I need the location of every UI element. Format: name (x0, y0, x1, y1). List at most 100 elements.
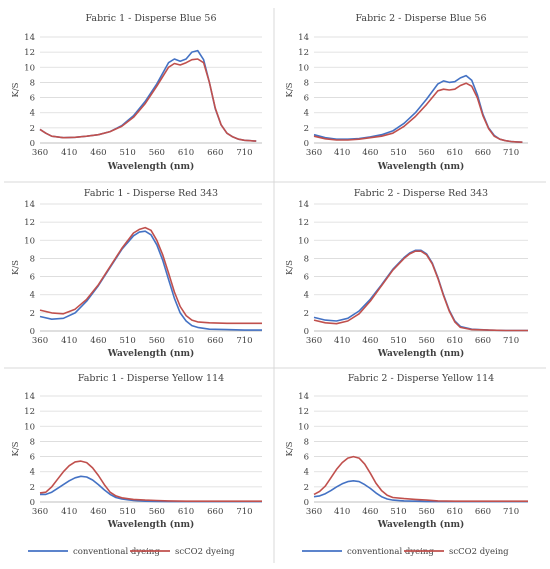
x-tick-label: 460 (90, 336, 106, 346)
legend-label-conventional: conventional dyeing (73, 547, 160, 557)
y-tick-label: 6 (304, 94, 309, 104)
y-tick-label: 10 (24, 63, 35, 73)
y-tick-label: 8 (304, 78, 309, 88)
x-tick-label: 610 (447, 336, 463, 346)
x-tick-label: 360 (306, 148, 322, 158)
x-tick-label: 610 (447, 507, 463, 517)
y-tick-label: 0 (30, 327, 35, 337)
y-tick-label: 14 (298, 392, 309, 402)
x-tick-label: 460 (90, 507, 106, 517)
y-axis-label: K/S (11, 82, 21, 97)
y-tick-label: 12 (24, 48, 35, 58)
y-tick-label: 10 (24, 422, 35, 432)
y-tick-label: 12 (298, 48, 309, 58)
x-tick-label: 710 (236, 336, 252, 346)
y-axis-label: K/S (285, 260, 295, 275)
x-tick-label: 560 (149, 507, 165, 517)
y-axis-label: K/S (285, 441, 295, 456)
x-tick-label: 360 (32, 336, 48, 346)
y-tick-label: 4 (304, 291, 309, 301)
y-tick-label: 0 (304, 498, 309, 508)
chart-title: Fabric 1 - Disperse Blue 56 (85, 13, 216, 24)
x-tick-label: 560 (149, 148, 165, 158)
chart-fabric1-red343: 0 2 4 6 8 10 12 14 360 410 460 510 560 610 660 710 Fabri… (11, 188, 262, 359)
x-tick-label: 410 (334, 507, 350, 517)
y-tick-label: 6 (30, 453, 35, 463)
y-tick-label: 14 (24, 392, 35, 402)
x-tick-label: 710 (503, 148, 519, 158)
x-tick-label: 360 (32, 148, 48, 158)
x-tick-label: 660 (207, 507, 223, 517)
x-tick-label: 510 (120, 336, 136, 346)
x-tick-label: 660 (475, 336, 491, 346)
x-tick-label: 510 (390, 148, 406, 158)
y-tick-label: 4 (304, 468, 309, 478)
panel-dividers (4, 8, 546, 563)
x-tick-label: 610 (178, 336, 194, 346)
y-axis-label: K/S (11, 441, 21, 456)
x-tick-label: 410 (61, 336, 77, 346)
x-tick-label: 660 (475, 148, 491, 158)
y-tick-label: 0 (30, 498, 35, 508)
x-axis-label: Wavelength (nm) (377, 519, 465, 530)
x-tick-label: 710 (236, 507, 252, 517)
x-tick-label: 410 (334, 148, 350, 158)
y-tick-label: 2 (304, 483, 309, 493)
y-axis-label: K/S (285, 82, 295, 97)
x-axis-label: Wavelength (nm) (377, 348, 465, 359)
y-tick-label: 12 (298, 407, 309, 417)
x-tick-label: 710 (236, 148, 252, 158)
chart-title: Fabric 2 - Disperse Red 343 (354, 188, 488, 199)
x-tick-label: 610 (178, 507, 194, 517)
series-line-scco2 (39, 226, 262, 325)
x-tick-label: 610 (178, 148, 194, 158)
series-line-scco2 (313, 82, 523, 143)
y-tick-label: 2 (30, 124, 35, 134)
y-tick-label: 12 (298, 218, 309, 228)
y-tick-label: 2 (304, 124, 309, 134)
y-tick-label: 8 (30, 78, 35, 88)
y-tick-label: 12 (24, 407, 35, 417)
legend: conventional dyeing scCO2 dyeing conventio… (28, 547, 509, 557)
x-axis-label: Wavelength (nm) (107, 519, 195, 530)
x-tick-label: 610 (447, 148, 463, 158)
y-tick-label: 14 (24, 33, 35, 43)
x-tick-label: 410 (61, 507, 77, 517)
legend-label-scco2: scCO2 dyeing (449, 547, 509, 557)
series-line-conventional (313, 479, 528, 503)
y-tick-label: 14 (298, 200, 309, 210)
chart-title: Fabric 2 - Disperse Yellow 114 (348, 373, 494, 384)
series-line-scco2 (39, 460, 262, 503)
y-tick-label: 4 (30, 291, 35, 301)
x-tick-label: 510 (120, 507, 136, 517)
y-tick-label: 0 (304, 139, 309, 149)
chart-fabric2-blue56: 0 2 4 6 8 10 12 14 360 410 460 510 560 610 660 710 Fabri… (285, 13, 528, 172)
x-tick-label: 560 (419, 507, 435, 517)
y-tick-label: 10 (298, 236, 309, 246)
y-tick-label: 0 (30, 139, 35, 149)
x-tick-label: 510 (390, 336, 406, 346)
series-line-conventional (39, 230, 262, 331)
y-axis-label: K/S (11, 260, 21, 275)
y-tick-label: 2 (30, 483, 35, 493)
series-line-conventional (313, 249, 528, 332)
x-tick-label: 460 (362, 507, 378, 517)
y-tick-label: 4 (30, 468, 35, 478)
x-tick-label: 510 (120, 148, 136, 158)
x-tick-label: 360 (306, 336, 322, 346)
y-tick-label: 14 (24, 200, 35, 210)
chart-title: Fabric 1 - Disperse Yellow 114 (78, 373, 224, 384)
x-tick-label: 660 (475, 507, 491, 517)
y-tick-label: 8 (304, 437, 309, 447)
x-axis-label: Wavelength (nm) (107, 348, 195, 359)
series-line-conventional (40, 475, 262, 503)
y-tick-label: 2 (304, 309, 309, 319)
y-tick-label: 4 (30, 109, 35, 119)
y-tick-label: 4 (304, 109, 309, 119)
x-tick-label: 660 (207, 148, 223, 158)
series-line-scco2 (313, 250, 528, 332)
chart-fabric1-blue56: 0 2 4 6 8 10 12 14 360 410 460 510 560 610 660 710 Fabri… (11, 13, 262, 172)
y-tick-label: 12 (24, 218, 35, 228)
y-tick-label: 14 (298, 33, 309, 43)
